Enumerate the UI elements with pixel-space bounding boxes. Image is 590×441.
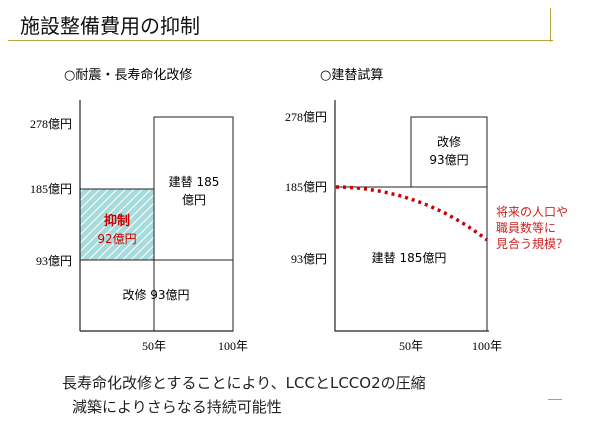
left-x-label-50: 50年 [142,339,166,353]
left-y-label-93: 93億円 [36,254,72,268]
left-y-label-185: 185億円 [30,182,72,196]
left-x-label-100: 100年 [218,339,248,353]
title-underline [8,40,553,41]
left-y-label-278: 278億円 [30,117,72,131]
right-renovation-box [410,116,488,188]
right-note-line3: 見合う規模？ [496,236,568,251]
downsizing-curve [335,185,489,242]
footer-line-1: 長寿命化改修とすることにより、LCCとLCCO2の圧縮 [62,374,426,392]
left-panel-title: ○耐震・長寿命化改修 [64,68,193,83]
saving-label: 抑制 [104,213,130,229]
right-rebuild-label: 建替 185億円 [372,251,447,265]
right-panel: 278億円 185億円 93億円 50年 100年 改修 93億円 建替 185… [285,100,568,353]
footer-line-2: 減築によりさらなる持続可能性 [72,398,282,416]
left-panel: 278億円 185億円 93億円 50年 100年 建替 185 億円 抑制 9… [30,100,248,353]
saving-amount: 92億円 [97,232,136,246]
right-y-label-93: 93億円 [291,252,327,266]
right-y-label-278: 278億円 [285,110,327,124]
right-y-label-185: 185億円 [285,180,327,194]
right-note-line1: 将来の人口や [496,205,568,219]
right-note-line2: 職員数等に [496,220,556,235]
left-rebuild-label-line2: 億円 [182,193,206,207]
right-x-label-100: 100年 [472,339,502,353]
title-side-rule [550,8,551,42]
left-renovation-label: 改修 93億円 [122,287,189,302]
left-rebuild-label-line1: 建替 185 [169,175,220,189]
right-renovation-label-line1: 改修 [437,134,461,149]
footer-accent-mark [548,399,562,400]
right-panel-title: ○建替試算 [320,68,384,83]
right-renovation-label-line2: 93億円 [429,153,468,167]
saving-area [80,189,154,260]
right-x-label-50: 50年 [399,339,423,353]
slide-title: 施設整備費用の抑制 [20,14,200,38]
